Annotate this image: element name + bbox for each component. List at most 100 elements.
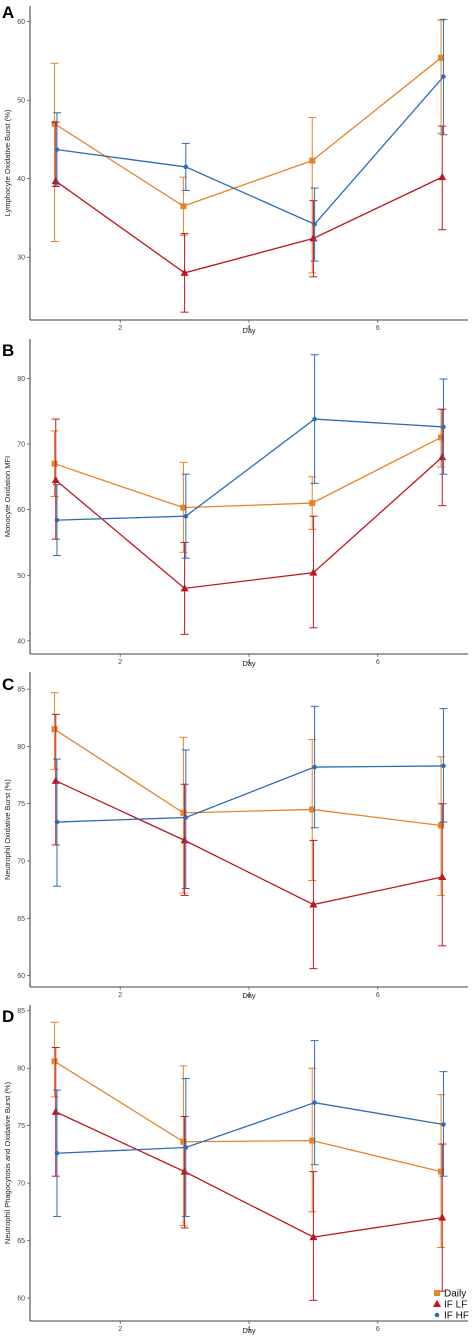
data-point: [54, 819, 60, 825]
series-if-lf: [51, 408, 447, 635]
legend-item: IF LF: [433, 1300, 467, 1311]
y-tick-label: 30: [17, 255, 25, 262]
y-tick-label: 80: [17, 376, 25, 383]
data-point: [183, 513, 189, 519]
legend-label: IF LF: [444, 1300, 467, 1311]
data-point: [51, 1058, 58, 1065]
x-tick-label: 6: [376, 1326, 380, 1333]
data-point: [51, 726, 58, 733]
data-point: [180, 1167, 189, 1175]
x-tick-label: 4: [247, 1326, 251, 1333]
data-point: [438, 434, 445, 441]
series-line: [55, 1111, 443, 1238]
data-point: [438, 54, 445, 61]
y-axis-title: Neutrophil Oxidative Burst (%): [3, 779, 12, 880]
y-tick-label: 85: [17, 687, 25, 694]
series-line: [55, 456, 443, 590]
data-point: [441, 74, 446, 79]
y-tick-label: 65: [17, 916, 25, 923]
y-tick-label: 85: [17, 1008, 25, 1015]
y-tick-label: 80: [17, 1066, 25, 1073]
x-axis-title: Day: [242, 659, 256, 668]
data-point: [309, 1137, 316, 1144]
series-if-hf: [52, 18, 448, 262]
data-point: [51, 776, 60, 784]
x-tick-label: 4: [247, 992, 251, 999]
x-tick-label: 6: [376, 992, 380, 999]
data-point: [54, 147, 60, 152]
data-point: [180, 1138, 187, 1145]
y-tick-label: 60: [17, 19, 25, 26]
x-tick-label: 6: [376, 659, 380, 666]
data-point: [180, 268, 189, 276]
y-tick-label: 60: [17, 507, 25, 514]
data-point: [51, 120, 58, 127]
y-tick-label: 70: [17, 1181, 25, 1188]
y-axis-title: Neutrophil Phagocytosis and Oxidative Bu…: [3, 1081, 12, 1244]
legend-label: Daily: [444, 1289, 466, 1300]
data-point: [51, 475, 60, 484]
x-tick-label: 6: [376, 325, 380, 332]
legend-marker: [434, 1290, 440, 1296]
y-axis-title: Monocyte Oxidation MFI: [3, 456, 12, 537]
x-axis-title: Day: [242, 991, 256, 1000]
series-line: [56, 76, 444, 226]
legend-item: IF HF: [434, 1311, 469, 1322]
series-if-hf: [52, 705, 448, 889]
data-point: [441, 763, 446, 769]
series-if-hf: [52, 354, 448, 559]
panel-label: B: [2, 341, 14, 360]
y-tick-label: 75: [17, 1123, 25, 1130]
data-point: [309, 500, 316, 507]
series-line: [54, 1060, 442, 1173]
y-axis-title: Lymphocyte Oxidative Burst (%): [3, 109, 12, 216]
panel-label: A: [2, 3, 14, 22]
data-point: [180, 203, 187, 210]
series-if-lf: [51, 1047, 447, 1301]
series-if-hf: [52, 1040, 448, 1217]
series-line: [54, 57, 442, 207]
data-point: [54, 517, 60, 523]
x-axis-title: Day: [242, 326, 256, 335]
series-if-lf: [51, 121, 447, 313]
y-tick-label: 65: [17, 1238, 25, 1245]
data-point: [309, 900, 318, 908]
data-point: [438, 452, 447, 461]
data-point: [312, 764, 317, 770]
legend-item: Daily: [434, 1289, 466, 1300]
series-daily: [50, 1021, 446, 1248]
series-line: [56, 418, 444, 521]
series-line: [56, 765, 444, 823]
data-point: [438, 822, 445, 829]
series-daily: [50, 408, 446, 553]
series-daily: [50, 692, 446, 896]
y-tick-label: 70: [17, 859, 25, 866]
y-tick-label: 60: [17, 973, 25, 980]
x-tick-label: 2: [118, 1326, 122, 1333]
x-tick-label: 2: [118, 325, 122, 332]
data-point: [51, 1107, 60, 1115]
data-point: [438, 172, 447, 181]
y-tick-label: 40: [17, 638, 25, 645]
legend-label: IF HF: [444, 1311, 469, 1322]
chart-panel-c: C 60 65 70 75 80 85 2 4 6 Day Neutrophil Oxidative …: [2, 672, 468, 1000]
chart-panel-a: A 30 40 50 60 2 4 6 Day Lymphocyte Oxidative Burs…: [2, 3, 468, 335]
y-tick-label: 40: [17, 176, 25, 183]
data-point: [51, 460, 58, 467]
data-point: [180, 809, 187, 816]
y-tick-label: 50: [17, 98, 25, 105]
x-tick-label: 4: [247, 325, 251, 332]
data-point: [180, 584, 189, 592]
data-point: [309, 806, 316, 813]
data-point: [51, 176, 60, 185]
series-daily: [50, 19, 446, 274]
chart-panel-b: B 40 50 60 70 80 2 4 6 Day Monocyte Oxidation MFI: [2, 339, 468, 668]
data-point: [312, 221, 317, 227]
x-tick-label: 2: [118, 659, 122, 666]
y-tick-label: 80: [17, 744, 25, 751]
data-point: [312, 1100, 317, 1105]
y-tick-label: 60: [17, 1296, 25, 1303]
data-point: [180, 836, 189, 844]
